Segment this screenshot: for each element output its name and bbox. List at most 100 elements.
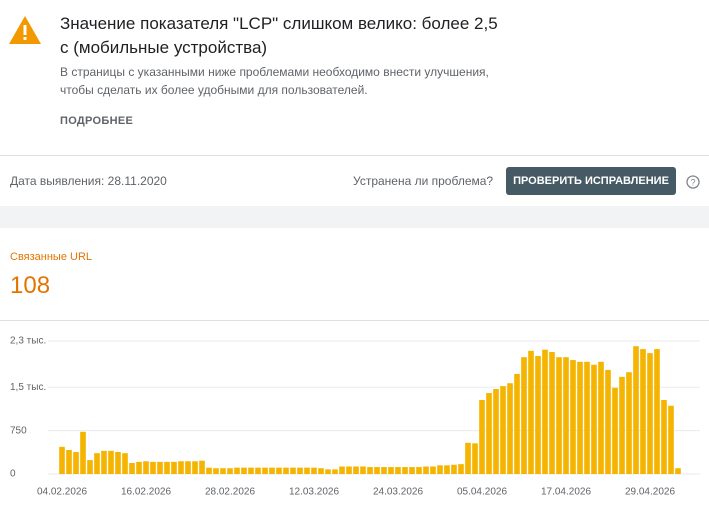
section-gap [0, 206, 709, 228]
details-link[interactable]: ПОДРОБНЕЕ [60, 115, 134, 127]
bar [136, 461, 142, 474]
bar [619, 376, 625, 474]
bar [332, 469, 338, 474]
bar [346, 466, 352, 474]
bar [626, 372, 632, 474]
bar [220, 468, 226, 474]
bar [318, 468, 324, 474]
bar [514, 373, 520, 474]
x-tick-label: 28.02.2026 [205, 487, 255, 498]
y-tick-label: 2,3 тыс. [10, 336, 46, 347]
divider [0, 155, 709, 156]
bar [542, 349, 548, 474]
bar [192, 461, 198, 474]
bar [654, 349, 660, 474]
bar [591, 364, 597, 474]
bar [374, 467, 380, 474]
bar [171, 461, 177, 474]
y-tick-label: 0 [10, 469, 16, 480]
bar [563, 357, 569, 474]
bar [227, 468, 233, 474]
bar [199, 460, 205, 474]
x-tick-label: 16.02.2026 [121, 487, 171, 498]
bar [297, 467, 303, 474]
bar [248, 467, 254, 474]
bar [647, 353, 653, 474]
bar [290, 467, 296, 474]
x-tick-label: 29.04.2026 [625, 487, 675, 498]
bar [661, 399, 667, 474]
warning-icon [9, 16, 41, 44]
bar [549, 351, 555, 474]
bar [458, 464, 464, 474]
bar [381, 467, 387, 474]
bar [304, 467, 310, 474]
bar [150, 461, 156, 474]
bar [500, 386, 506, 474]
bar [311, 467, 317, 474]
bar [598, 361, 604, 474]
total-count: 108 [10, 272, 51, 299]
bar [206, 467, 212, 474]
bar [416, 467, 422, 474]
bar [66, 450, 72, 474]
help-icon[interactable]: ? [685, 174, 701, 190]
bar [241, 467, 247, 474]
bar [640, 349, 646, 474]
bar [59, 446, 65, 474]
bar [178, 461, 184, 474]
bar [157, 461, 163, 474]
bar [80, 431, 86, 474]
bar [360, 466, 366, 474]
x-tick-label: 24.03.2026 [373, 487, 423, 498]
bar [213, 468, 219, 474]
bar [479, 399, 485, 474]
bar [451, 464, 457, 474]
bar [570, 360, 576, 474]
bar [262, 467, 268, 474]
bar [108, 450, 114, 474]
bar [612, 387, 618, 474]
bar [339, 466, 345, 474]
bar [437, 465, 443, 474]
x-tick-label: 17.04.2026 [541, 487, 591, 498]
alert-title: Значение показателя "LCP" слишком велико… [60, 14, 498, 57]
x-tick-label: 04.02.2026 [37, 487, 87, 498]
bar [507, 383, 513, 474]
bar [283, 467, 289, 474]
bar [402, 467, 408, 474]
bar [367, 467, 373, 474]
bar [521, 357, 527, 474]
bar [276, 467, 282, 474]
chart: 0 750 1,5 тыс. 2,3 тыс. 04.02.2026 16.02.2026… [10, 336, 700, 498]
bar [423, 466, 429, 474]
x-tick-label: 05.04.2026 [457, 487, 507, 498]
bar [675, 468, 681, 474]
bar [185, 461, 191, 474]
svg-text:?: ? [690, 178, 695, 188]
bar [493, 388, 499, 474]
bar [73, 452, 79, 474]
bar [535, 356, 541, 474]
bar [269, 467, 275, 474]
bar [234, 467, 240, 474]
bar [577, 361, 583, 474]
chart-title: Связанные URL [10, 251, 93, 263]
bar [584, 361, 590, 474]
bar [528, 350, 534, 474]
bar [556, 357, 562, 474]
bar [164, 461, 170, 474]
bar [444, 465, 450, 474]
validate-button[interactable]: ПРОВЕРИТЬ ИСПРАВЛЕНИЕ [506, 167, 676, 195]
bar [353, 466, 359, 474]
bar [94, 453, 100, 474]
bar [388, 467, 394, 474]
y-tick-label: 1,5 тыс. [10, 382, 46, 393]
y-tick-label: 750 [10, 425, 27, 436]
detected-date: Дата выявления: 28.11.2020 [10, 174, 167, 188]
bar [668, 405, 674, 474]
bar [129, 463, 135, 474]
alert-description: В страницы с указанными ниже проблемами … [60, 65, 489, 97]
bar [409, 467, 415, 474]
